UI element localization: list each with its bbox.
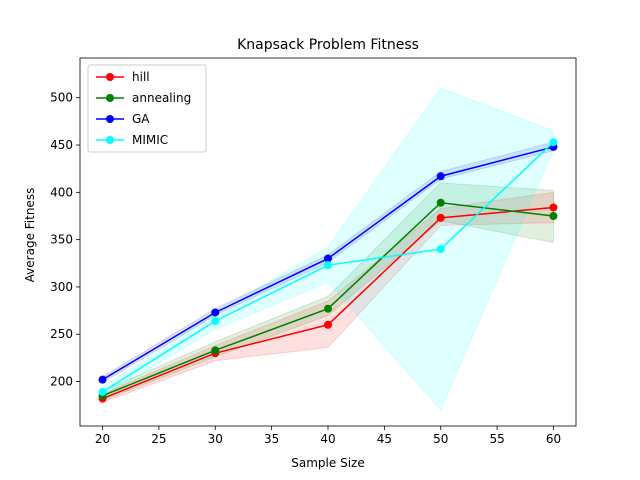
x-tick-label: 50	[433, 432, 448, 446]
x-tick-label: 45	[377, 432, 392, 446]
confidence-band	[102, 182, 554, 402]
x-axis-label: Sample Size	[291, 456, 364, 470]
x-tick-label: 60	[546, 432, 561, 446]
chart-title: Knapsack Problem Fitness	[237, 37, 419, 53]
legend-label: annealing	[132, 91, 191, 105]
y-tick-label: 400	[50, 185, 73, 199]
data-point	[549, 138, 558, 147]
x-tick-label: 40	[320, 432, 335, 446]
legend-label: hill	[132, 70, 150, 84]
data-point	[436, 172, 445, 181]
x-tick-label: 35	[264, 432, 279, 446]
y-tick-label: 500	[50, 91, 73, 105]
y-tick-label: 200	[50, 375, 73, 389]
data-point	[211, 346, 220, 355]
data-point	[211, 316, 220, 325]
legend-box	[87, 64, 207, 153]
data-point	[549, 203, 558, 212]
data-point	[436, 213, 445, 222]
y-tick-label: 300	[50, 280, 73, 294]
y-tick-label: 250	[50, 327, 73, 341]
data-point	[324, 304, 332, 313]
data-point	[98, 375, 107, 384]
legend-marker	[106, 115, 114, 123]
x-tick-label: 55	[489, 432, 504, 446]
data-point	[211, 308, 220, 317]
legend: hill annealing GA MIMIC	[87, 64, 207, 153]
data-point	[436, 245, 445, 254]
y-axis-label: Average Fitness	[23, 188, 37, 283]
data-point	[549, 211, 558, 220]
data-point	[436, 198, 445, 207]
y-tick-label: 450	[50, 138, 73, 152]
x-tick-label: 20	[95, 432, 110, 446]
x-tick-label: 30	[208, 432, 223, 446]
y-tick-label: 350	[50, 233, 73, 247]
legend-marker	[106, 73, 114, 81]
data-point	[324, 254, 332, 263]
data-point	[324, 320, 332, 329]
axes-frame	[79, 57, 577, 427]
legend-marker	[106, 136, 114, 144]
legend-label: GA	[132, 112, 150, 126]
legend-label: MIMIC	[132, 133, 168, 147]
data-point	[324, 261, 332, 270]
legend-marker	[106, 94, 114, 102]
x-tick-label: 25	[151, 432, 166, 446]
data-point	[98, 387, 107, 396]
